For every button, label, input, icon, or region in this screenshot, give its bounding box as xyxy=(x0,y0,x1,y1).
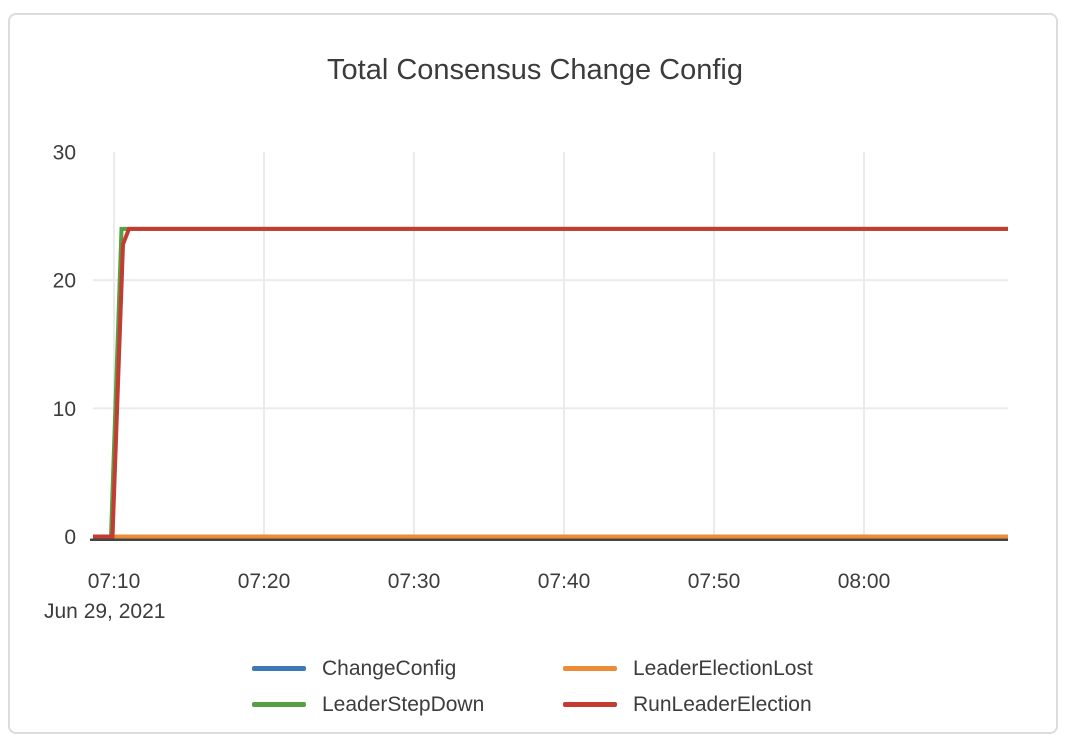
x-tick-label: 08:00 xyxy=(838,570,891,593)
legend-swatch-changeconfig xyxy=(252,666,306,671)
legend-item-changeconfig[interactable]: ChangeConfig xyxy=(252,657,563,681)
x-tick-label: 07:40 xyxy=(538,570,591,593)
y-tick-label: 20 xyxy=(53,270,76,293)
chart-title: Total Consensus Change Config xyxy=(327,54,743,86)
legend-row: ChangeConfig LeaderElectionLost xyxy=(252,656,813,681)
series-line-runleaderelection xyxy=(93,226,1008,539)
legend-swatch-leaderelectionlost xyxy=(563,666,617,671)
chart-card xyxy=(8,13,1058,734)
x-tick-label: 07:50 xyxy=(688,570,741,593)
x-tick-label: 07:30 xyxy=(388,570,441,593)
legend-item-leaderstepdown[interactable]: LeaderStepDown xyxy=(252,693,563,717)
chart-legend: ChangeConfig LeaderElectionLost LeaderSt… xyxy=(252,656,813,728)
legend-swatch-runleaderelection xyxy=(563,702,617,707)
legend-label: RunLeaderElection xyxy=(633,692,812,716)
y-tick-label: 10 xyxy=(53,398,76,421)
y-tick-label: 0 xyxy=(64,526,76,549)
legend-item-leaderelectionlost[interactable]: LeaderElectionLost xyxy=(563,657,813,681)
legend-label: LeaderElectionLost xyxy=(633,656,813,680)
x-axis-date-label: Jun 29, 2021 xyxy=(44,600,166,623)
series-line-leaderstepdown xyxy=(93,226,1008,539)
legend-row: LeaderStepDown RunLeaderElection xyxy=(252,692,813,717)
x-tick-label: 07:10 xyxy=(88,570,141,593)
x-tick-label: 07:20 xyxy=(238,570,291,593)
legend-label: LeaderStepDown xyxy=(322,692,485,716)
legend-swatch-leaderstepdown xyxy=(252,702,306,707)
legend-label: ChangeConfig xyxy=(322,656,457,680)
y-tick-label: 30 xyxy=(53,142,76,165)
legend-item-runleaderelection[interactable]: RunLeaderElection xyxy=(563,693,813,717)
